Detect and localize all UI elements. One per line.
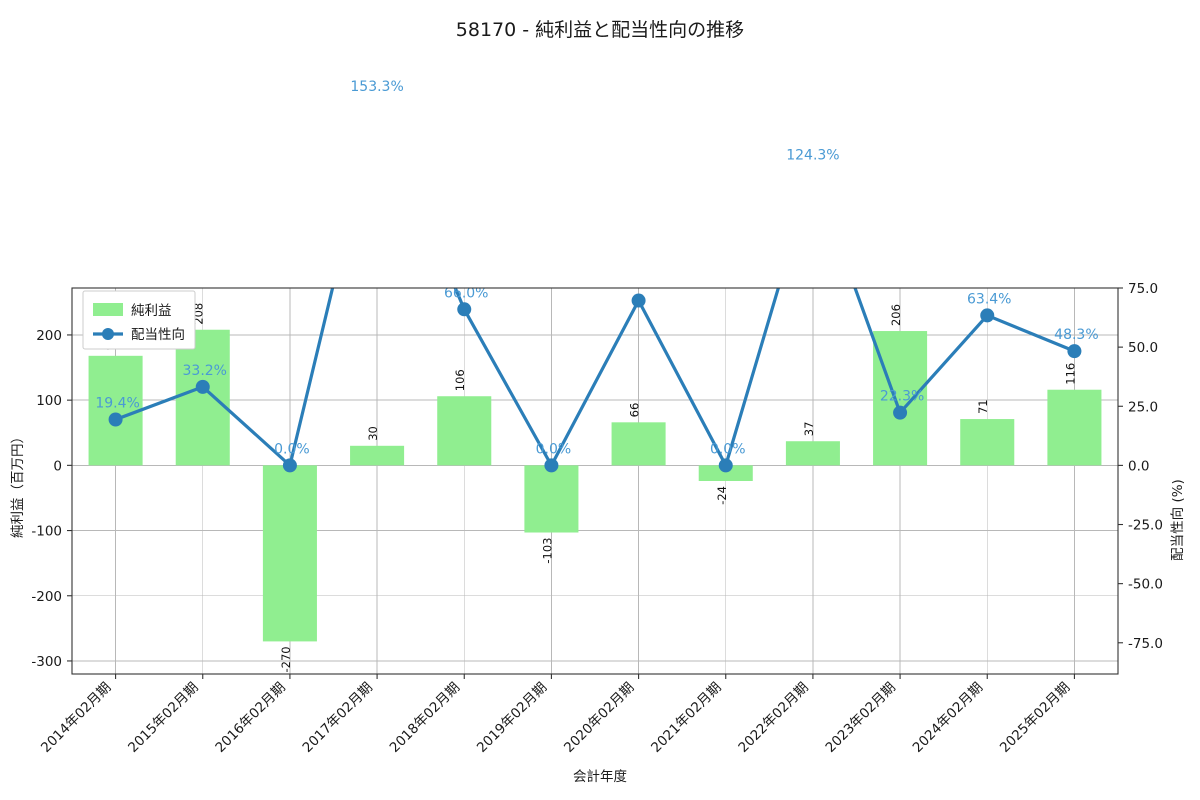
chart-title: 58170 - 純利益と配当性向の推移 (456, 19, 744, 41)
payout-ratio-value-label-offchart: 124.3% (786, 147, 839, 163)
chart-legend[interactable]: 純利益 配当性向 (82, 290, 196, 350)
payout-ratio-marker (980, 308, 995, 323)
legend-label-payout-ratio: 配当性向 (131, 327, 185, 343)
bar-2019年02月期 (524, 465, 579, 533)
bar-2018年02月期 (437, 396, 492, 466)
payout-ratio-value-label: 69.7% (618, 277, 662, 293)
y-axis-left-tick-label: -300 (31, 654, 62, 670)
payout-ratio-value-label: 19.4% (95, 396, 139, 412)
payout-ratio-marker (631, 293, 646, 308)
y-axis-left-title: 純利益（百万円） (10, 430, 26, 538)
y-axis-right-tick-label: -25.0 (1128, 518, 1163, 534)
bar-value-label: -24 (715, 486, 729, 505)
y-axis-right-tick-label: 25.0 (1128, 399, 1158, 415)
payout-ratio-marker (718, 458, 733, 473)
y-axis-left-tick-label: -100 (31, 524, 62, 540)
bar-2022年02月期 (785, 441, 840, 466)
payout-ratio-marker (893, 405, 908, 420)
bar-2021年02月期 (698, 465, 753, 481)
x-axis-tick-label: 2016年02月期 (212, 680, 288, 756)
payout-ratio-value-label-offchart: 153.3% (350, 79, 403, 95)
bar-value-label: 206 (889, 304, 903, 326)
y-axis-right-tick-label: 0.0 (1128, 458, 1149, 474)
bar-value-label: 66 (628, 403, 642, 418)
x-axis-tick-label: 2018年02月期 (387, 680, 463, 756)
bar-value-label: 106 (453, 369, 467, 391)
payout-ratio-marker (544, 458, 559, 473)
x-axis-tick-label: 2021年02月期 (648, 680, 724, 756)
payout-ratio-line (113, 288, 1077, 467)
bar-2016年02月期 (262, 465, 317, 642)
y-axis-left-tick-label: 200 (36, 328, 62, 344)
x-axis-tick-label: 2024年02月期 (910, 680, 986, 756)
x-axis-tick-label: 2019年02月期 (474, 680, 550, 756)
x-axis-ticks: 2014年02月期 2015年02月期 2016年02月期 2017年02月期 2018… (38, 674, 1075, 756)
y-axis-left-tick-label: 100 (36, 393, 62, 409)
y-axis-right-ticks: 75.0 50.0 25.0 0.0 -25.0 -50.0 -75.0 (1118, 281, 1163, 652)
legend-marker-payout-ratio (102, 328, 114, 340)
axes-frame (71, 287, 1119, 675)
x-axis-tick-label: 2023年02月期 (823, 680, 899, 756)
y-axis-right-tick-label: -50.0 (1128, 577, 1163, 593)
bar-value-label: 71 (976, 399, 990, 414)
payout-ratio-marker (282, 458, 297, 473)
y-axis-left-ticks: 200 100 0 -100 -200 -300 (31, 328, 72, 670)
payout-ratio-line-group: 19.4% 33.2% 0.0% 66.0% 0.0% 69.7% 0.0% 22.3% 63.… (95, 277, 1099, 473)
bar-2015年02月期 (175, 329, 230, 466)
x-axis-title: 会計年度 (573, 769, 627, 785)
payout-ratio-value-label: 0.0% (536, 441, 572, 457)
bar-2020年02月期 (611, 422, 666, 466)
x-axis-tick-label: 2014年02月期 (38, 680, 114, 756)
x-axis-tick-label: 2015年02月期 (125, 680, 201, 756)
bar-value-label: 116 (1063, 363, 1077, 385)
payout-ratio-value-label: 33.2% (183, 363, 227, 379)
x-axis-tick-label: 2020年02月期 (561, 680, 637, 756)
out-of-range-annotations: 153.3% 124.3% (350, 79, 839, 164)
bar-2023年02月期 (873, 331, 928, 466)
payout-ratio-value-label: 0.0% (710, 441, 746, 457)
x-axis-tick-label: 2017年02月期 (300, 680, 376, 756)
x-axis-tick-label: 2022年02月期 (735, 680, 811, 756)
payout-ratio-value-label: 63.4% (967, 291, 1011, 307)
bar-2025年02月期 (1047, 389, 1102, 466)
y-axis-right-tick-label: 50.0 (1128, 340, 1158, 356)
legend-label-net-income: 純利益 (131, 303, 172, 319)
bar-2024年02月期 (960, 419, 1015, 466)
bar-value-label: 37 (802, 422, 816, 437)
bar-value-label: -103 (540, 538, 554, 564)
bar-2017年02月期 (350, 445, 405, 466)
payout-ratio-marker (457, 302, 472, 317)
payout-ratio-value-label: 0.0% (274, 441, 310, 457)
x-axis-tick-label: 2025年02月期 (997, 680, 1073, 756)
bar-2014年02月期 (88, 355, 143, 466)
payout-ratio-value-label: 48.3% (1054, 327, 1098, 343)
payout-ratio-value-label: 22.3% (880, 389, 924, 405)
y-axis-left-tick-label: -200 (31, 589, 62, 605)
payout-ratio-marker (108, 412, 123, 427)
bar-value-label: 30 (366, 426, 380, 441)
y-axis-right-tick-label: -75.0 (1128, 636, 1163, 652)
y-axis-right-title: 配当性向 (%) (1170, 479, 1186, 561)
legend-swatch-net-income (93, 303, 123, 316)
bar-value-label: -270 (279, 646, 293, 672)
payout-ratio-marker (1067, 344, 1082, 359)
payout-ratio-value-label: 66.0% (444, 285, 488, 301)
payout-ratio-marker (195, 379, 210, 394)
y-axis-right-tick-label: 75.0 (1128, 281, 1158, 297)
y-axis-left-tick-label: 0 (53, 458, 62, 474)
